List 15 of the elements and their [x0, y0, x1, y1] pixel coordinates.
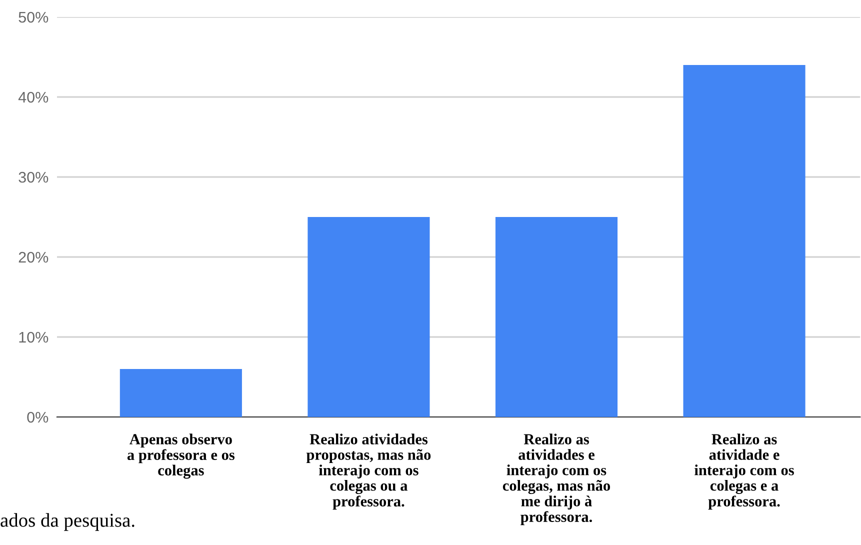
- bar: [308, 217, 430, 417]
- bar: [495, 217, 618, 417]
- y-tick-label: 10%: [19, 332, 48, 343]
- x-tick-label: Realizo atividades propostas, mas não interajo com os colegas ou a professora.: [306, 434, 431, 510]
- y-tick-label: 40%: [18, 92, 48, 103]
- y-tick-label: 20%: [18, 252, 48, 263]
- y-tick-label: 50%: [18, 12, 48, 23]
- y-tick-label: 0%: [27, 412, 48, 423]
- bar: [120, 369, 242, 417]
- x-tick-label: Realizo as atividade e interajo com os colegas e a professora.: [694, 434, 794, 510]
- x-tick-label: Realizo as atividades e interajo com os colegas, mas não me dirijo à professora.: [502, 434, 610, 526]
- text: ados da pesquisa.: [0, 513, 134, 531]
- bar: [683, 65, 806, 417]
- x-tick-label: Apenas observo a professora e os colegas: [127, 434, 235, 479]
- y-tick-label: 30%: [18, 172, 48, 183]
